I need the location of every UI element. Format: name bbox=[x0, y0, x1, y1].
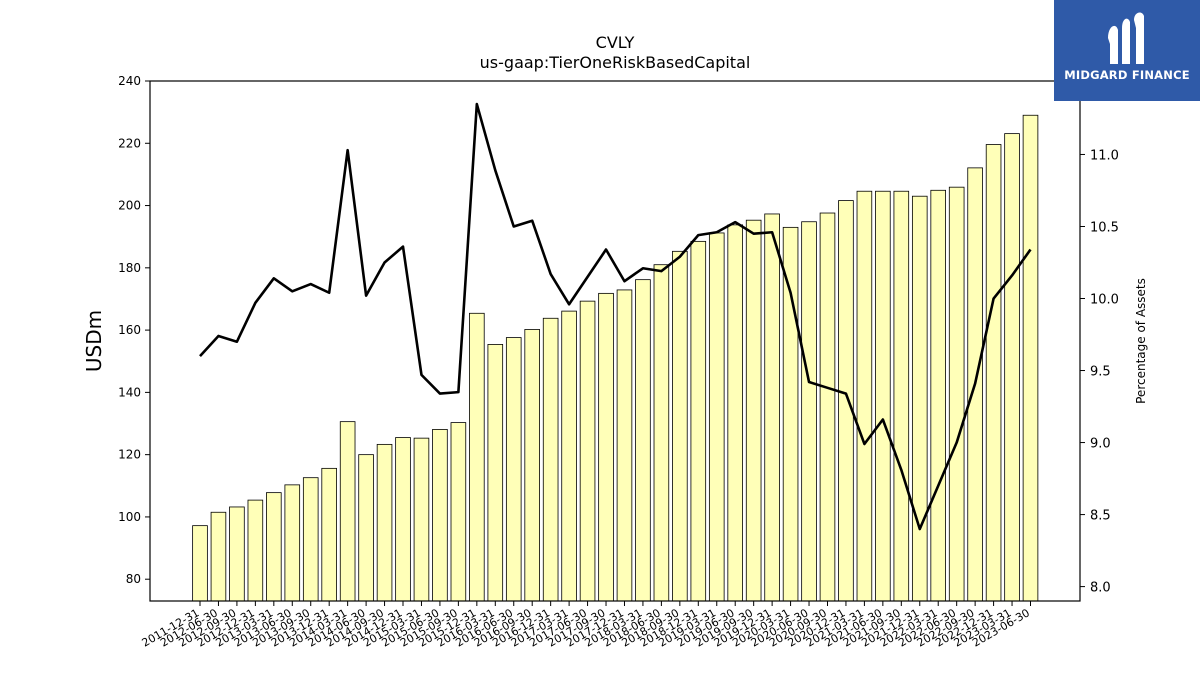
bar bbox=[635, 279, 651, 602]
y-tick-label: 240 bbox=[118, 74, 141, 88]
bar bbox=[875, 190, 891, 602]
bar bbox=[819, 212, 836, 602]
bar bbox=[247, 499, 264, 602]
bar bbox=[579, 300, 596, 602]
bar bbox=[284, 484, 301, 602]
y-tick-label: 140 bbox=[118, 385, 141, 399]
bar bbox=[838, 200, 854, 602]
bar bbox=[321, 467, 337, 602]
bar bbox=[745, 219, 762, 602]
brand-logo: MIDGARD FINANCE bbox=[1054, 0, 1200, 101]
chart-title: CVLY bbox=[596, 33, 635, 52]
bar bbox=[985, 144, 1002, 602]
y2-tick-label: 9.5 bbox=[1090, 365, 1111, 380]
series-line bbox=[199, 102, 1032, 531]
bar bbox=[339, 421, 356, 602]
y2-tick-label: 10.5 bbox=[1090, 220, 1119, 235]
bar bbox=[801, 221, 817, 602]
y2-tick-label: 8.5 bbox=[1090, 509, 1111, 524]
bar bbox=[229, 506, 245, 602]
bar bbox=[708, 232, 725, 602]
brand-name: MIDGARD FINANCE bbox=[1064, 68, 1190, 82]
bar bbox=[561, 310, 577, 602]
bar bbox=[395, 437, 411, 602]
y-tick-label: 220 bbox=[118, 136, 141, 150]
bar bbox=[1022, 114, 1039, 602]
bar bbox=[487, 344, 504, 602]
y-tick-label: 200 bbox=[118, 199, 141, 213]
bar bbox=[450, 422, 467, 602]
bar bbox=[598, 292, 614, 602]
bar bbox=[856, 190, 873, 602]
bar bbox=[432, 429, 448, 602]
bar bbox=[505, 337, 522, 602]
bar bbox=[302, 477, 319, 602]
bar bbox=[192, 525, 208, 602]
y-tick-label: 180 bbox=[118, 261, 141, 275]
bar bbox=[672, 250, 688, 602]
y-axis-left: 80 100 120 140 160 180 200 220 240 bbox=[118, 74, 150, 586]
bar bbox=[727, 224, 743, 602]
y2-tick-label: 9.0 bbox=[1090, 437, 1111, 452]
y-tick-label: 120 bbox=[118, 448, 141, 462]
y-axis-right: 8.0 8.5 9.0 9.5 10.0 10.5 11.0 bbox=[1080, 148, 1119, 596]
chart-subtitle: us-gaap:TierOneRiskBasedCapital bbox=[480, 53, 751, 72]
bar bbox=[542, 317, 559, 602]
bar bbox=[930, 189, 947, 602]
bar bbox=[948, 186, 965, 602]
y-tick-label: 100 bbox=[118, 510, 141, 524]
y-tick-label: 80 bbox=[126, 572, 141, 586]
plot-frame bbox=[149, 80, 1081, 602]
bar bbox=[376, 443, 393, 602]
y2-tick-label: 11.0 bbox=[1090, 148, 1119, 163]
bar bbox=[524, 329, 540, 602]
x-axis: 2011-12-312012-06-302012-09-302012-12-31… bbox=[140, 601, 1032, 650]
bar bbox=[764, 213, 780, 602]
y2-tick-label: 8.0 bbox=[1090, 581, 1111, 596]
bar bbox=[690, 240, 707, 602]
bar bbox=[413, 437, 430, 602]
bar bbox=[469, 312, 485, 602]
y-tick-label: 160 bbox=[118, 323, 141, 337]
bar bbox=[358, 454, 374, 602]
bar bbox=[911, 195, 928, 602]
bar bbox=[653, 264, 670, 602]
line-series bbox=[199, 102, 1032, 531]
bar bbox=[782, 226, 799, 602]
y-axis-label-left: USDm bbox=[82, 310, 106, 372]
bar bbox=[893, 190, 910, 602]
brand-mark-icon bbox=[1108, 12, 1144, 64]
bar bbox=[210, 511, 227, 602]
y2-tick-label: 10.0 bbox=[1090, 293, 1119, 308]
bar bbox=[1004, 133, 1020, 602]
y-axis-label-right: Percentage of Assets bbox=[1134, 278, 1148, 404]
bar bbox=[266, 492, 282, 602]
bar bbox=[616, 289, 633, 602]
bar-series bbox=[192, 114, 1039, 602]
